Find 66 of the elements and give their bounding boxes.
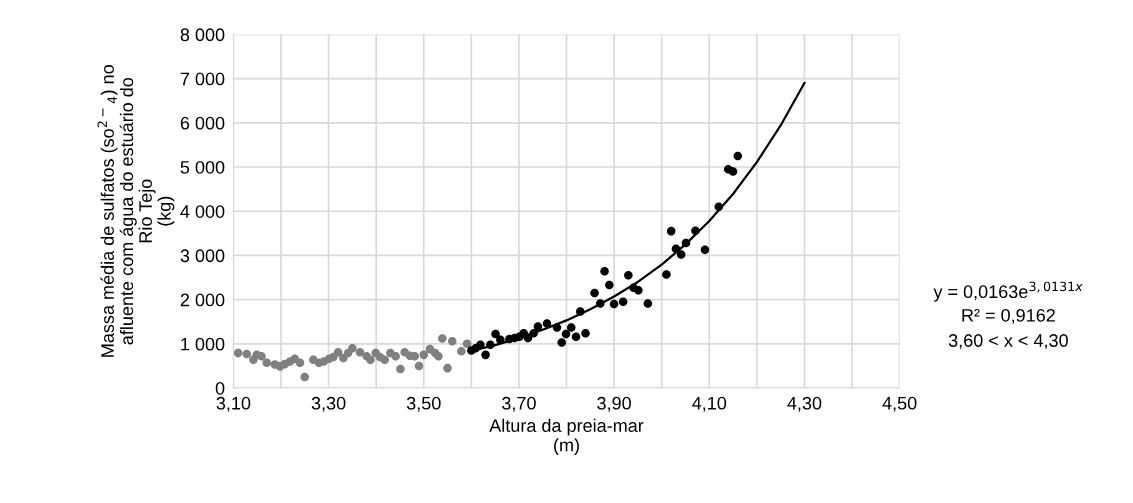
point [443,363,452,373]
point [419,350,429,360]
point [438,334,447,343]
y-tick-label: 8 000 [180,28,225,42]
x-tick-label: 4,10 [692,396,727,412]
point [457,347,466,356]
x-tick-label: 3,30 [311,396,346,412]
text: 3,60 < x < 4,30 [948,334,1068,350]
point [634,286,643,295]
point [700,245,710,254]
x-tick-label: 3,50 [406,396,441,412]
point [557,338,567,347]
point [257,351,266,361]
point [618,297,628,307]
point [448,336,457,346]
point [233,348,243,358]
y-tick-label: 2 000 [180,293,225,307]
point [366,355,375,365]
point [624,271,633,280]
y-tick-label: 5 000 [180,160,225,174]
point [605,280,614,290]
y-tick-label: 0 [215,381,225,395]
point [355,347,365,357]
point [533,322,543,331]
point [590,288,599,298]
point [609,299,619,309]
point [600,267,609,276]
point [581,328,590,338]
point [662,270,671,279]
point [295,358,305,368]
point [733,151,743,161]
x-tick-label: 4,30 [787,396,822,412]
text: y = 0,0163e$^{3,0131x}$ [933,281,1083,302]
x-tick-label: 4,50 [882,396,917,412]
y-tick-label: 3 000 [180,249,225,263]
point [542,319,552,328]
point [396,364,405,374]
point [348,343,357,353]
point [561,329,571,339]
point [300,372,310,382]
point [333,347,343,357]
point [242,349,251,359]
point [571,332,581,342]
point [391,351,400,361]
point [491,329,500,339]
y-tick-label: 7 000 [180,72,225,86]
point [434,351,443,361]
y-tick-label: 1 000 [181,337,225,351]
x-axis-title: Altura da preia-mar (m) [489,418,644,456]
point [380,355,389,365]
point [462,339,472,349]
point [676,250,686,259]
point [566,323,576,332]
text: R² = 0,9162 [962,308,1055,324]
point [666,226,676,236]
y-axis-title: Massa média de sulfatos (so$^{2−}$$_{4}$) no afluente com água do estuário do Rio Tejo (kg) [97,65,175,357]
y-tick-label: 4 000 [180,205,225,218]
x-tick-label: 3,70 [502,396,536,412]
point [414,361,424,371]
y-tick-label: 6 000 [180,116,225,130]
point [728,167,738,176]
point [481,350,490,360]
point [262,358,271,368]
x-tick-label: 3,10 [216,396,251,412]
point [643,299,653,308]
x-tick-label: 3,90 [597,396,631,412]
